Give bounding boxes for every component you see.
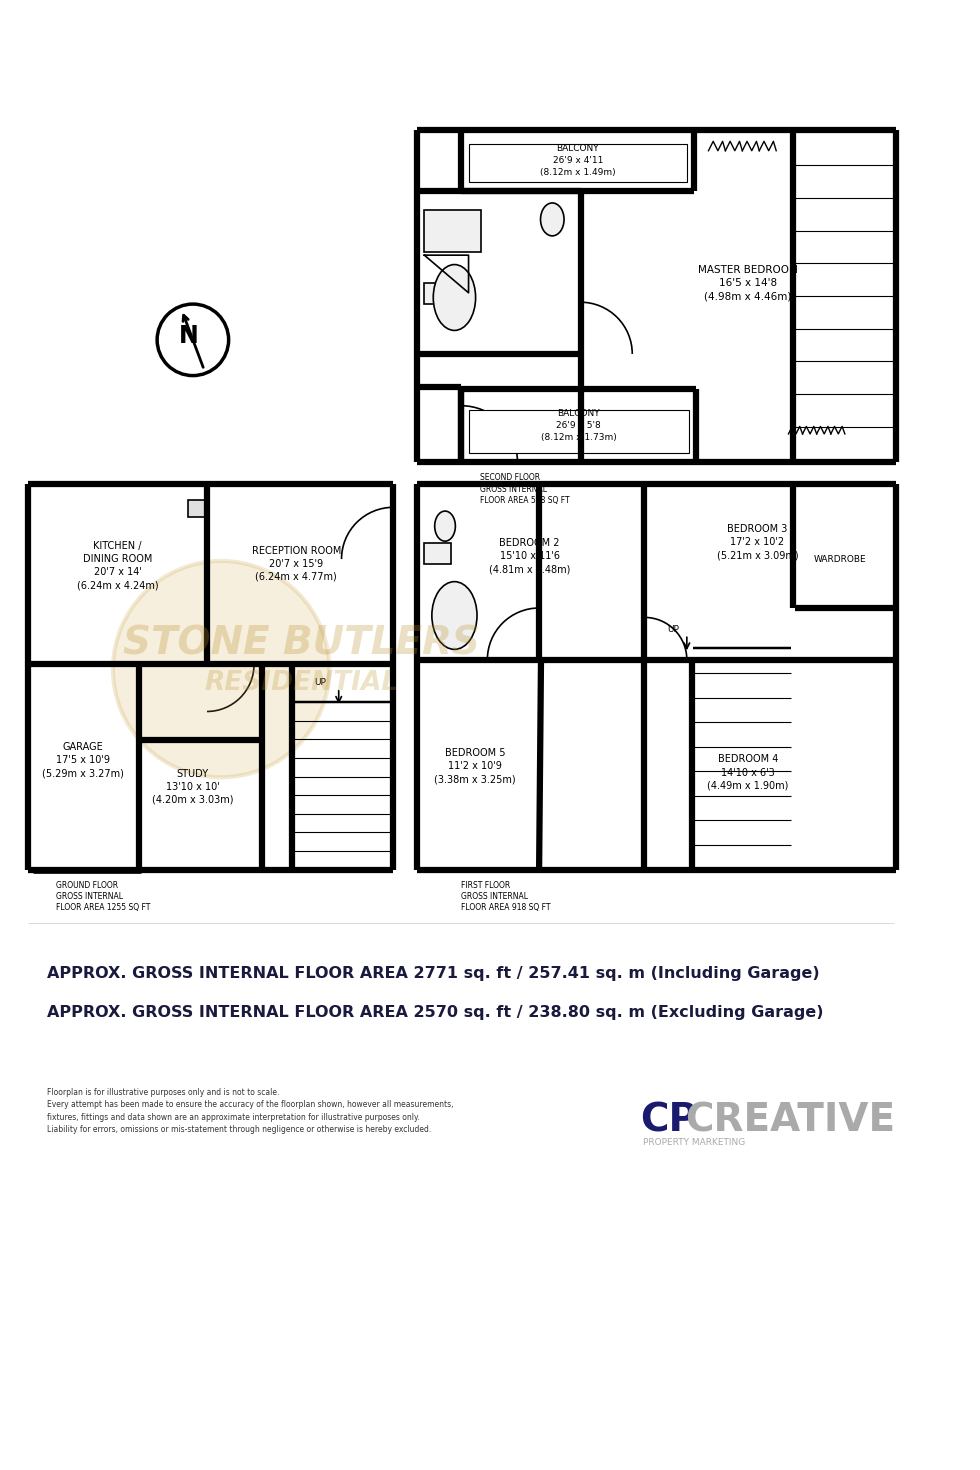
Ellipse shape [435,512,456,541]
Text: CREATIVE: CREATIVE [685,1102,895,1139]
Text: GROUND FLOOR
GROSS INTERNAL
FLOOR AREA 1255 SQ FT: GROUND FLOOR GROSS INTERNAL FLOOR AREA 1… [57,881,151,911]
Text: BEDROOM 4
14'10 x 6'3
(4.49m x 1.90m): BEDROOM 4 14'10 x 6'3 (4.49m x 1.90m) [708,754,789,791]
Bar [424,542,451,564]
Text: FIRST FLOOR
GROSS INTERNAL
FLOOR AREA 918 SQ FT: FIRST FLOOR GROSS INTERNAL FLOOR AREA 91… [461,881,551,911]
Circle shape [113,562,329,778]
Text: SECOND FLOOR
GROSS INTERNAL
FLOOR AREA 598 SQ FT: SECOND FLOOR GROSS INTERNAL FLOOR AREA 5… [480,473,569,504]
Text: BEDROOM 5
11'2 x 10'9
(3.38m x 3.25m): BEDROOM 5 11'2 x 10'9 (3.38m x 3.25m) [434,748,515,785]
Text: N: N [179,323,199,348]
Bar [188,500,205,517]
Text: RESIDENTIAL: RESIDENTIAL [204,670,398,697]
Text: WARDROBE: WARDROBE [813,554,866,563]
Text: BEDROOM 2
15'10 x 11'6
(4.81m x 3.48m): BEDROOM 2 15'10 x 11'6 (4.81m x 3.48m) [489,538,570,575]
Text: CP: CP [640,1102,697,1139]
Text: STONE BUTLERS: STONE BUTLERS [122,625,479,663]
Text: GARAGE
17'5 x 10'9
(5.29m x 3.27m): GARAGE 17'5 x 10'9 (5.29m x 3.27m) [42,742,123,779]
Text: APPROX. GROSS INTERNAL FLOOR AREA 2570 sq. ft / 238.80 sq. m (Excluding Garage): APPROX. GROSS INTERNAL FLOOR AREA 2570 s… [47,1005,823,1020]
Text: APPROX. GROSS INTERNAL FLOOR AREA 2771 sq. ft / 257.41 sq. m (Including Garage): APPROX. GROSS INTERNAL FLOOR AREA 2771 s… [47,966,819,980]
Text: UP: UP [314,678,325,686]
Bar [468,410,689,453]
Text: PROPERTY MARKETING: PROPERTY MARKETING [643,1138,745,1147]
Bar [424,284,451,304]
Text: BALCONY
26'9 x 5'8
(8.12m x 1.73m): BALCONY 26'9 x 5'8 (8.12m x 1.73m) [541,409,616,442]
Text: UP: UP [666,625,679,634]
Text: Floorplan is for illustrative purposes only and is not to scale.
Every attempt h: Floorplan is for illustrative purposes o… [47,1088,454,1135]
Text: BEDROOM 3
17'2 x 10'2
(5.21m x 3.09m): BEDROOM 3 17'2 x 10'2 (5.21m x 3.09m) [716,523,799,560]
Ellipse shape [541,203,564,235]
Text: BALCONY
26'9 x 4'11
(8.12m x 1.49m): BALCONY 26'9 x 4'11 (8.12m x 1.49m) [540,144,615,176]
Text: MASTER BEDROOM
16'5 x 14'8
(4.98m x 4.46m): MASTER BEDROOM 16'5 x 14'8 (4.98m x 4.46… [698,265,798,301]
Text: KITCHEN /
DINING ROOM
20'7 x 14'
(6.24m x 4.24m): KITCHEN / DINING ROOM 20'7 x 14' (6.24m … [76,541,159,591]
Ellipse shape [433,265,475,331]
Bar [468,144,687,182]
Text: RECEPTION ROOM
20'7 x 15'9
(6.24m x 4.77m): RECEPTION ROOM 20'7 x 15'9 (6.24m x 4.77… [252,545,341,582]
Bar [424,210,481,253]
Ellipse shape [432,582,477,650]
Text: STUDY
13'10 x 10'
(4.20m x 3.03m): STUDY 13'10 x 10' (4.20m x 3.03m) [152,769,233,806]
